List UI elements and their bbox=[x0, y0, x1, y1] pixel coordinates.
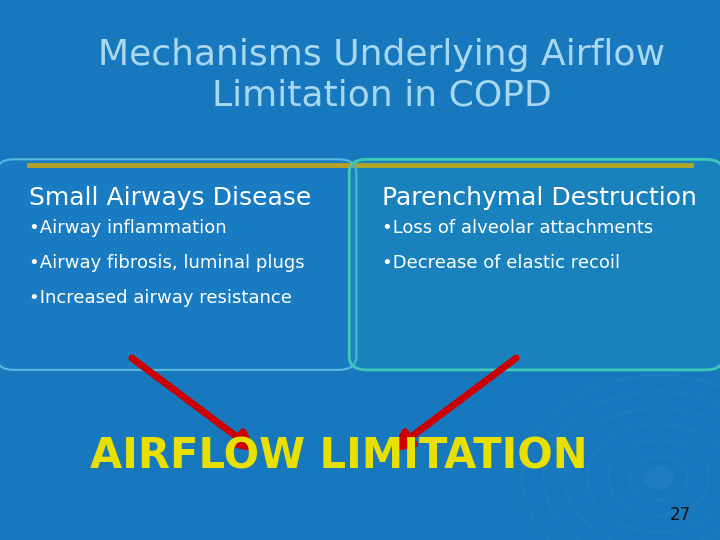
FancyArrowPatch shape bbox=[397, 358, 516, 447]
Text: •Increased airway resistance: •Increased airway resistance bbox=[29, 289, 292, 307]
Circle shape bbox=[644, 467, 673, 489]
FancyArrowPatch shape bbox=[132, 358, 251, 447]
Text: Mechanisms Underlying Airflow
Limitation in COPD: Mechanisms Underlying Airflow Limitation… bbox=[98, 38, 665, 112]
FancyBboxPatch shape bbox=[0, 159, 356, 370]
Text: Small Airways Disease: Small Airways Disease bbox=[29, 186, 311, 210]
Text: •Airway inflammation: •Airway inflammation bbox=[29, 219, 226, 237]
Text: •Airway fibrosis, luminal plugs: •Airway fibrosis, luminal plugs bbox=[29, 254, 305, 272]
Text: Parenchymal Destruction: Parenchymal Destruction bbox=[382, 186, 696, 210]
FancyBboxPatch shape bbox=[349, 159, 720, 370]
Text: •Loss of alveolar attachments: •Loss of alveolar attachments bbox=[382, 219, 653, 237]
Text: •Decrease of elastic recoil: •Decrease of elastic recoil bbox=[382, 254, 620, 272]
Text: 27: 27 bbox=[670, 506, 691, 524]
Text: AIRFLOW LIMITATION: AIRFLOW LIMITATION bbox=[89, 436, 588, 478]
